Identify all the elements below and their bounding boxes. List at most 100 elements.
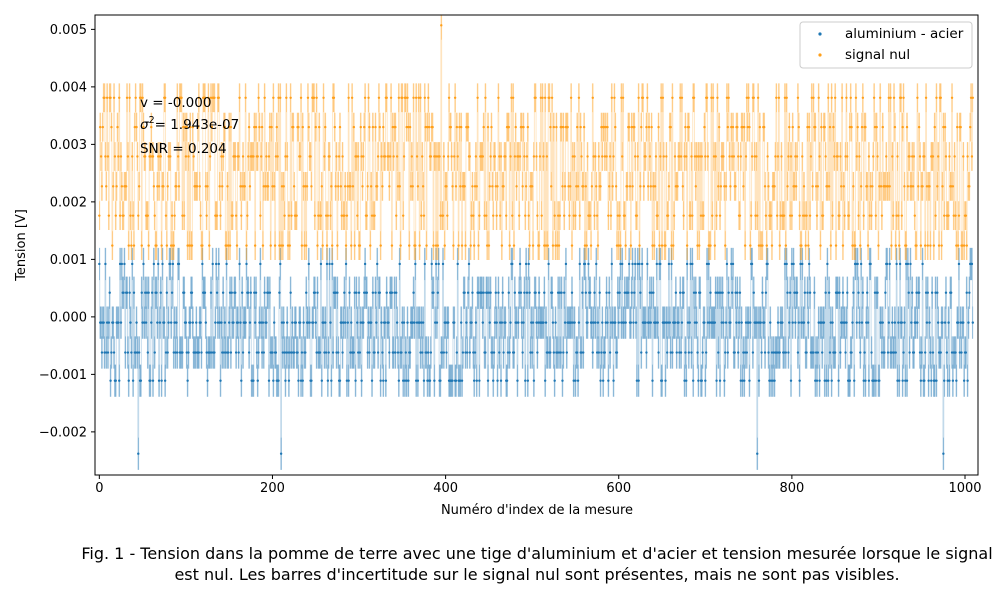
data-point [272,96,275,100]
data-point [110,351,113,354]
data-point [109,96,112,100]
data-point [117,155,120,158]
data-point [859,185,863,188]
data-point [526,379,530,382]
data-point [307,125,311,129]
data-point [679,351,683,354]
data-point [513,291,517,294]
data-point [846,155,849,158]
data-point [511,96,515,100]
data-point [376,351,380,354]
data-point [477,244,480,247]
data-point [775,96,778,100]
data-point [314,321,317,324]
data-point [126,155,130,158]
data-point [753,155,756,158]
data-point [221,155,225,158]
data-point [129,321,132,324]
data-point [608,155,612,158]
data-point [831,214,834,217]
data-point [872,379,876,382]
data-point [309,155,312,158]
data-point [228,291,232,294]
data-point [185,125,188,129]
data-point [340,214,343,217]
data-point [711,214,714,217]
data-point [905,125,909,129]
data-point [408,351,412,354]
data-point [379,379,382,382]
data-point [726,125,730,129]
data-point [852,185,855,188]
data-point [397,379,401,382]
data-point [844,351,847,354]
data-point [840,96,844,100]
data-point [855,321,858,324]
data-point [283,214,286,217]
data-point [873,291,877,294]
data-point [941,185,944,188]
data-point [879,321,883,324]
data-point [795,155,799,158]
data-point [407,379,410,382]
data-point [891,321,894,324]
data-point [812,351,815,354]
data-point [530,185,534,188]
data-point [223,125,227,129]
data-point [301,379,304,382]
x-tick-label: 1000 [948,481,981,496]
data-point [198,185,201,188]
data-point [369,244,372,247]
data-point [160,244,163,247]
data-point [950,96,954,100]
data-point [206,185,209,188]
data-point [315,351,318,354]
data-point [176,351,179,354]
data-point [887,321,891,324]
data-point [934,291,937,294]
data-point [256,155,259,158]
data-point [383,155,387,158]
data-point [98,125,102,129]
data-point [659,96,663,100]
data-point [472,351,475,354]
data-point [831,321,834,324]
data-point [593,214,596,217]
data-point [318,125,321,129]
data-point [724,351,727,354]
data-point [263,291,266,294]
data-point [600,125,603,129]
data-point [485,291,489,294]
data-point [488,321,491,324]
data-point [666,351,669,354]
data-point [473,185,477,188]
data-point [667,185,671,188]
data-point [127,244,130,247]
data-point [710,96,713,100]
data-point [950,351,954,354]
data-point [324,321,327,324]
data-point [729,321,732,324]
data-point [801,214,805,217]
data-point [371,125,375,129]
data-point [603,155,607,158]
data-point [259,214,262,217]
data-point [926,291,929,294]
data-point [377,96,381,100]
data-point [737,321,741,324]
data-point [966,155,969,158]
data-point [131,214,135,217]
data-point [721,291,724,294]
data-point [744,321,748,324]
data-point [537,321,540,324]
data-point [104,155,107,158]
data-point [878,379,881,382]
data-point [511,262,514,266]
data-point [802,185,806,188]
data-point [481,155,485,158]
data-point [163,321,166,324]
data-point [652,291,655,294]
data-point [459,379,462,382]
data-point [946,379,949,382]
data-point [644,155,647,158]
